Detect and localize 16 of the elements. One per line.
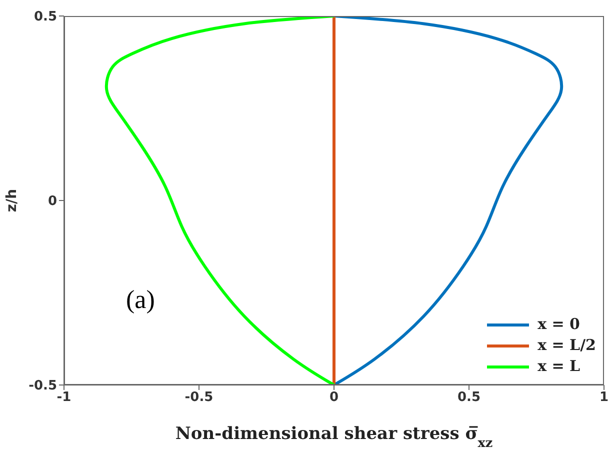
x-tick-label: 1 [599, 390, 609, 406]
x-tick-label: 0 [329, 390, 339, 406]
x-tick-label: -1 [56, 390, 72, 406]
legend-label: x = L [538, 356, 580, 377]
x-axis-title: Non-dimensional shear stress σ̅$_{xz}$ [175, 424, 493, 449]
annotation: (a) [126, 285, 155, 315]
x-tick-label: -0.5 [184, 390, 214, 406]
x-tick-label: 0.5 [457, 390, 481, 406]
line-series [105, 16, 336, 385]
y-tick-label: -0.5 [28, 378, 57, 394]
y-tick-label: 0 [48, 194, 57, 210]
legend-label: x = 0 [538, 314, 580, 335]
line-series [332, 16, 563, 385]
y-axis-title: z/h [4, 188, 20, 212]
y-tick-label: 0.5 [34, 10, 57, 25]
legend-label: x = L/2 [538, 335, 596, 356]
